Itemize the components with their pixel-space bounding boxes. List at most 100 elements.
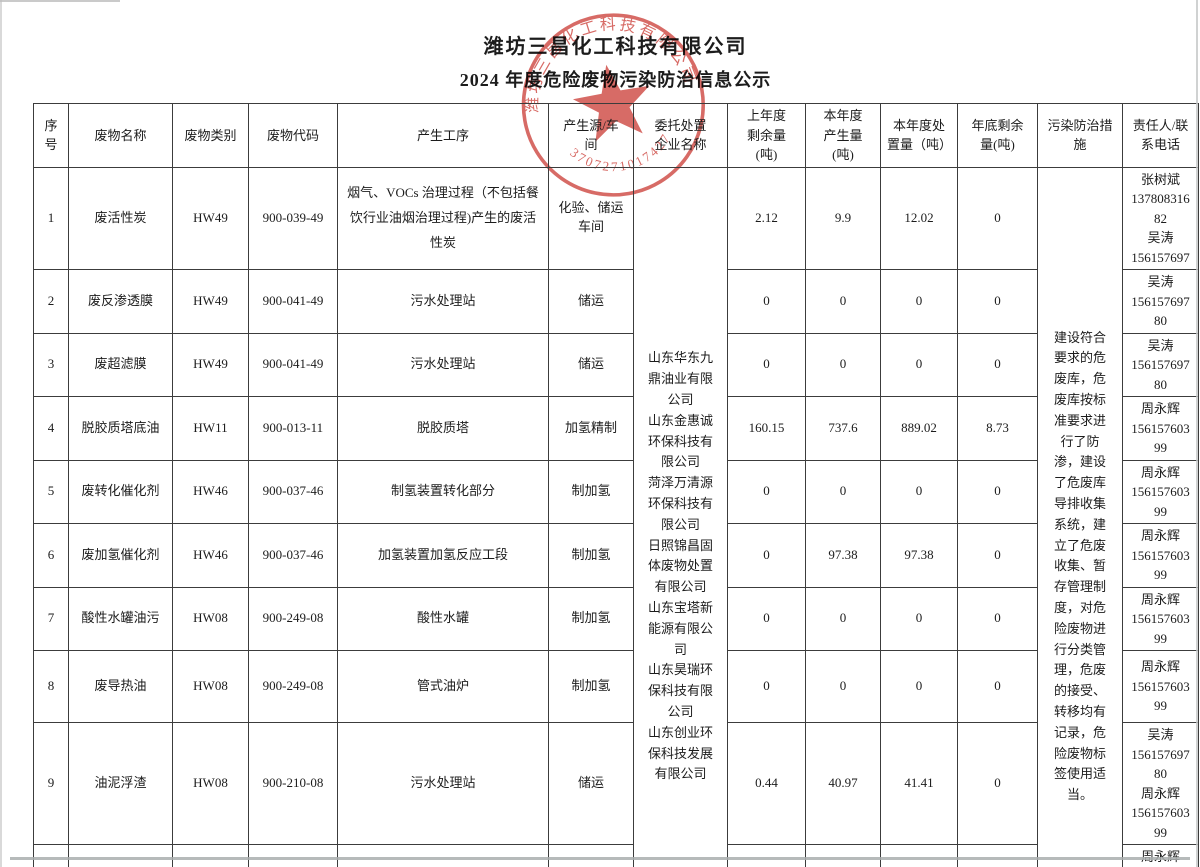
cell-production-process: 污水处理站 (337, 332, 549, 397)
cell-last-year-remaining: 0 (727, 523, 806, 588)
cell-responsible-contact: 吴涛 156157697 80 周永辉 156157603 99 (1122, 722, 1199, 845)
cell-year-end-remaining: 0 (957, 523, 1038, 588)
cell-last-year-remaining: 0 (727, 332, 806, 397)
table-row: 9 油泥浮渣 HW08 900-210-08 污水处理站 储运 0.44 40.97 41.41… (33, 722, 1199, 845)
scan-edge-right (1196, 0, 1198, 867)
column-header-last-year-remaining: 上年度 剩余量 (吨) (727, 103, 806, 168)
cell-serial-number: 1 (33, 166, 69, 270)
cell-serial-number: 8 (33, 650, 69, 723)
cell-source-workshop: 储运 (548, 722, 634, 845)
cell-year-produced: 0 (805, 650, 881, 723)
column-header-contact: 责任人/联 系电话 (1122, 103, 1199, 168)
cell-waste-category: HW49 (172, 269, 249, 334)
cell-production-process: 加氢装置加氢反应工段 (337, 523, 549, 588)
cell-year-produced: 40.97 (805, 722, 881, 845)
scan-edge-top (0, 0, 120, 2)
cell-source-workshop: 化验、储运车间 (548, 166, 634, 270)
cell-waste-code: 900-041-49 (248, 269, 338, 334)
cell-year-disposed: 0 (880, 586, 958, 651)
cell-last-year-remaining: 0.44 (727, 722, 806, 845)
cell-source-workshop: 制加氢 (548, 459, 634, 524)
cell-source-workshop: 制加氢 (548, 586, 634, 651)
cell-last-year-remaining: 2.12 (727, 166, 806, 270)
cell-waste-code: 900-210-08 (248, 722, 338, 845)
cell-production-process: 设备维护 (337, 844, 549, 867)
cell-year-end-remaining: 0 (957, 166, 1038, 270)
document-subtitle: 2024 年度危险废物污染防治信息公示 (459, 70, 772, 90)
document-title: 潍坊三昌化工科技有限公司 (483, 36, 748, 58)
table-row: 6 废加氢催化剂 HW46 900-037-46 加氢装置加氢反应工段 制加氢 0 97.38… (33, 523, 1199, 588)
cell-waste-name: 脱胶质塔底油 (68, 396, 173, 461)
cell-year-disposed: 889.02 (880, 396, 958, 461)
cell-last-year-remaining: 0 (727, 650, 806, 723)
cell-waste-code: 900-013-11 (248, 396, 338, 461)
cell-source-workshop: 储运 (548, 332, 634, 397)
cell-last-year-remaining: 0 (727, 459, 806, 524)
table-row: 3 废超滤膜 HW49 900-041-49 污水处理站 储运 0 0 0 0 吴涛 1561576… (33, 332, 1199, 397)
cell-waste-name: 废超滤膜 (68, 332, 173, 397)
cell-production-process: 污水处理站 (337, 269, 549, 334)
table-row: 4 脱胶质塔底油 HW11 900-013-11 脱胶质塔 加氢精制 160.15 737.6… (33, 396, 1199, 461)
table-row: 10废润滑油HW08900-217-08设备维护全厂00.10.10周永辉 15… (33, 844, 1199, 867)
cell-source-workshop: 储运 (548, 269, 634, 334)
cell-year-disposed: 97.38 (880, 523, 958, 588)
cell-responsible-contact: 周永辉 156157603 99 (1122, 523, 1199, 588)
cell-year-produced: 0 (805, 332, 881, 397)
cell-responsible-contact: 吴涛 156157697 80 (1122, 332, 1199, 397)
column-header-waste-name: 废物名称 (68, 103, 173, 168)
cell-year-disposed: 0.1 (880, 844, 958, 867)
cell-last-year-remaining: 0 (727, 844, 806, 867)
cell-production-process: 烟气、VOCs 治理过程（不包括餐饮行业油烟治理过程)产生的废活性炭 (337, 166, 549, 270)
cell-last-year-remaining: 0 (727, 269, 806, 334)
cell-source-workshop: 加氢精制 (548, 396, 634, 461)
cell-year-disposed: 12.02 (880, 166, 958, 270)
column-header-serial: 序 号 (33, 103, 69, 168)
cell-year-end-remaining: 0 (957, 844, 1038, 867)
cell-waste-code: 900-037-46 (248, 523, 338, 588)
cell-responsible-contact: 周永辉 156157603 99 (1122, 650, 1199, 723)
cell-waste-name: 酸性水罐油污 (68, 586, 173, 651)
cell-waste-category: HW46 (172, 523, 249, 588)
cell-year-disposed: 41.41 (880, 722, 958, 845)
cell-waste-name: 废反渗透膜 (68, 269, 173, 334)
cell-waste-category: HW08 (172, 650, 249, 723)
cell-waste-code: 900-249-08 (248, 586, 338, 651)
cell-waste-category: HW08 (172, 844, 249, 867)
cell-waste-code: 900-039-49 (248, 166, 338, 270)
cell-waste-name: 废转化催化剂 (68, 459, 173, 524)
column-header-disposed: 本年度处 置量（吨） (880, 103, 958, 168)
cell-waste-category: HW08 (172, 722, 249, 845)
scan-edge-bottom (10, 857, 1190, 860)
cell-responsible-contact: 周永辉 156157603 99 吴涛 156157697 80 (1122, 844, 1199, 867)
column-header-year-end-remaining: 年底剩余 量(吨) (957, 103, 1038, 168)
cell-year-produced: 9.9 (805, 166, 881, 270)
cell-waste-name: 废活性炭 (68, 166, 173, 270)
cell-waste-code: 900-041-49 (248, 332, 338, 397)
cell-responsible-contact: 周永辉 156157603 99 (1122, 586, 1199, 651)
cell-source-workshop: 制加氢 (548, 523, 634, 588)
cell-serial-number: 7 (33, 586, 69, 651)
cell-waste-code: 900-217-08 (248, 844, 338, 867)
cell-year-disposed: 0 (880, 650, 958, 723)
column-header-waste-code: 废物代码 (248, 103, 338, 168)
cell-year-end-remaining: 0 (957, 459, 1038, 524)
table-row: 1 废活性炭 HW49 900-039-49 烟气、VOCs 治理过程（不包括餐饮行业油… (33, 166, 1199, 867)
cell-year-produced: 0 (805, 586, 881, 651)
cell-waste-code: 900-037-46 (248, 459, 338, 524)
cell-production-process: 污水处理站 (337, 722, 549, 845)
cell-responsible-contact: 张树斌 137808316 82 吴涛 156157697 (1122, 166, 1199, 270)
column-header-produced: 本年度 产生量 (吨) (805, 103, 881, 168)
cell-production-process: 酸性水罐 (337, 586, 549, 651)
cell-year-end-remaining: 0 (957, 586, 1038, 651)
cell-serial-number: 3 (33, 332, 69, 397)
cell-responsible-contact: 周永辉 156157603 99 (1122, 396, 1199, 461)
cell-disposal-companies: 山东华东九鼎油业有限公司 山东金惠诚环保科技有限公司 菏泽万清源环保科技有限公司… (633, 166, 728, 867)
cell-last-year-remaining: 0 (727, 586, 806, 651)
cell-waste-category: HW11 (172, 396, 249, 461)
cell-waste-name: 油泥浮渣 (68, 722, 173, 845)
cell-year-produced: 97.38 (805, 523, 881, 588)
cell-year-produced: 0 (805, 269, 881, 334)
cell-waste-category: HW46 (172, 459, 249, 524)
table-row: 7 酸性水罐油污 HW08 900-249-08 酸性水罐 制加氢 0 0 0 0 周永辉 1561… (33, 586, 1199, 651)
